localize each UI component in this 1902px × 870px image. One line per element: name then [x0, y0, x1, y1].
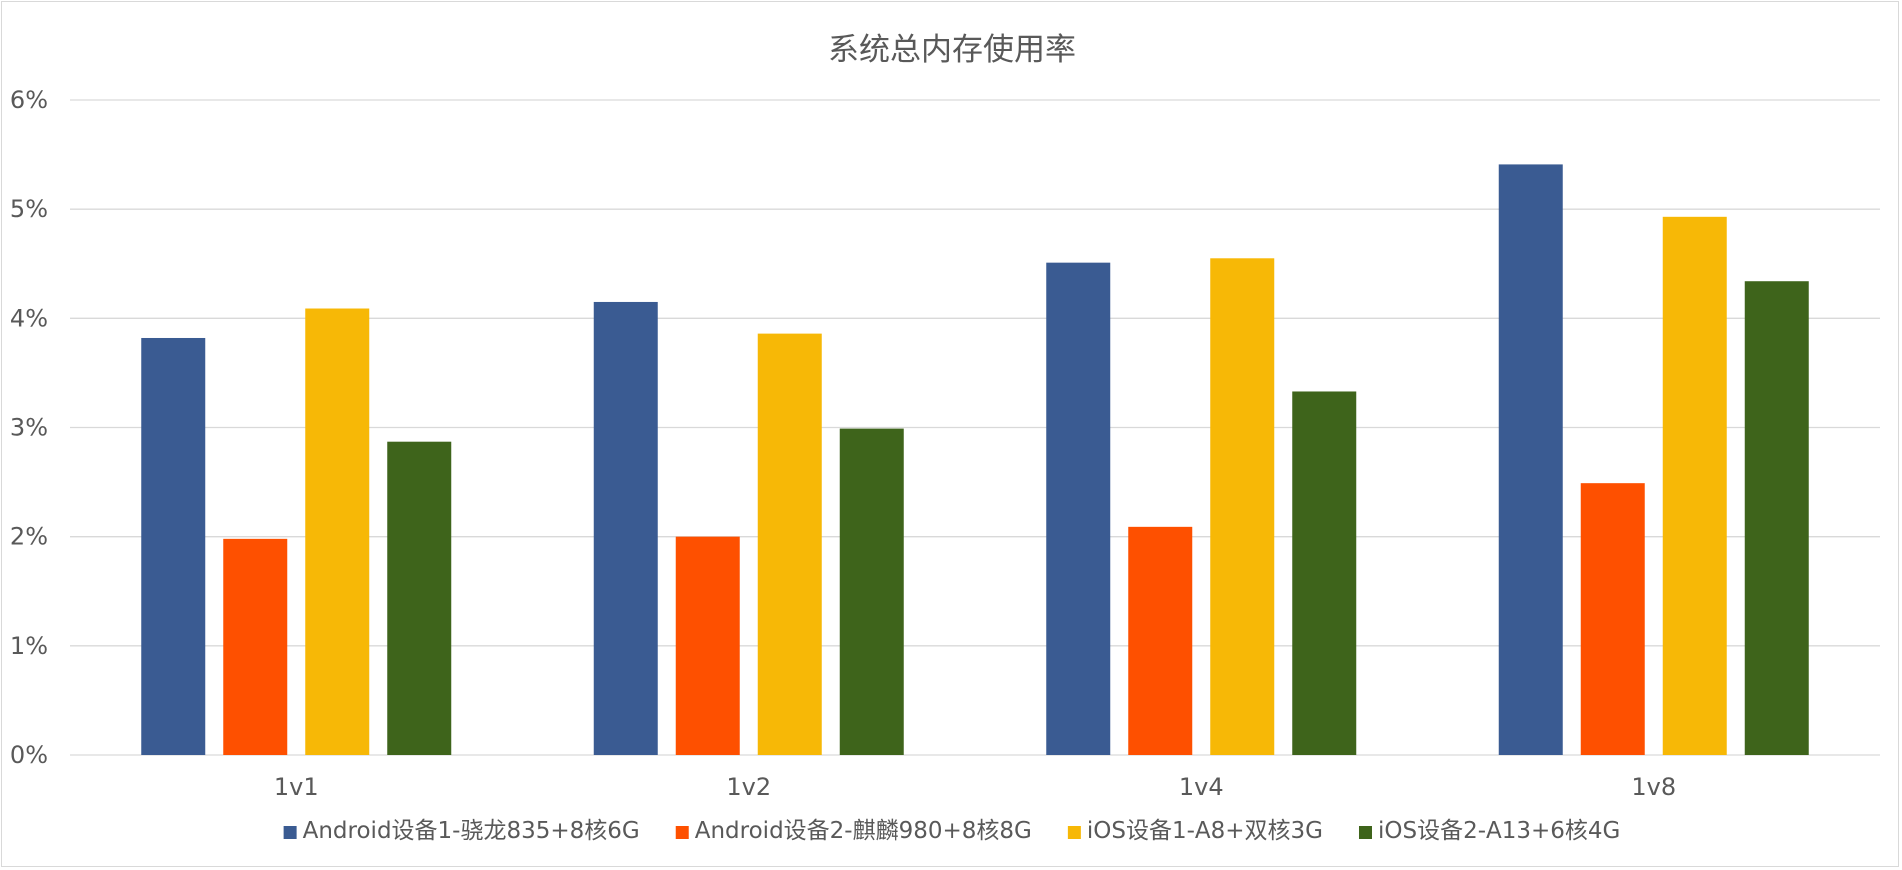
bar-series-2-1v1: [223, 538, 288, 755]
bar-series-3-1v8: [1662, 216, 1727, 755]
gridlines: [70, 99, 1880, 756]
x-tick-label: 1v2: [726, 773, 771, 801]
legend-swatch: [1067, 826, 1081, 839]
bar-series-3-1v1: [305, 308, 370, 755]
y-tick-label: 2%: [10, 523, 48, 551]
bar-series-4-1v4: [1292, 391, 1357, 755]
bar-series-1-1v4: [1046, 262, 1111, 755]
legend-label: iOS设备1-A8+双核3G: [1087, 818, 1323, 844]
y-axis-ticks: 0% 1% 2% 3% 4% 5% 6%: [10, 86, 48, 769]
legend-label: Android设备1-骁龙835+8核6G: [303, 818, 640, 844]
legend-item: iOS设备1-A8+双核3G: [1067, 818, 1323, 844]
x-tick-label: 1v8: [1631, 773, 1676, 801]
bar-series-4-1v1: [387, 441, 452, 755]
y-tick-label: 4%: [10, 304, 48, 332]
y-tick-label: 6%: [10, 86, 48, 114]
x-tick-label: 1v1: [274, 773, 319, 801]
chart-title: 系统总内存使用率: [828, 32, 1076, 68]
bar-series-2-1v8: [1580, 483, 1645, 755]
bars: [141, 164, 1809, 756]
bar-series-4-1v8: [1744, 281, 1809, 755]
bar-series-3-1v2: [757, 333, 822, 755]
legend-item: Android设备1-骁龙835+8核6G: [283, 818, 640, 844]
bar-series-1-1v2: [593, 301, 658, 755]
bar-series-2-1v4: [1128, 526, 1193, 755]
legend-label: Android设备2-麒麟980+8核8G: [695, 818, 1032, 844]
legend-item: Android设备2-麒麟980+8核8G: [675, 818, 1032, 844]
x-axis-ticks: 1v1 1v2 1v4 1v8: [274, 773, 1676, 801]
y-tick-label: 0%: [10, 741, 48, 769]
legend-swatch: [675, 826, 689, 839]
bar-series-4-1v2: [839, 428, 904, 755]
bar-series-1-1v1: [141, 337, 206, 755]
x-tick-label: 1v4: [1179, 773, 1224, 801]
legend-swatch: [283, 826, 297, 839]
y-tick-label: 5%: [10, 195, 48, 223]
bar-series-1-1v8: [1498, 164, 1563, 756]
legend-label: iOS设备2-A13+6核4G: [1378, 818, 1620, 844]
legend-swatch: [1358, 826, 1372, 839]
bar-series-3-1v4: [1210, 258, 1275, 755]
legend: Android设备1-骁龙835+8核6G Android设备2-麒麟980+8核…: [283, 818, 1620, 844]
y-tick-label: 1%: [10, 632, 48, 660]
bar-series-2-1v2: [675, 536, 740, 755]
y-tick-label: 3%: [10, 414, 48, 442]
legend-item: iOS设备2-A13+6核4G: [1358, 818, 1620, 844]
